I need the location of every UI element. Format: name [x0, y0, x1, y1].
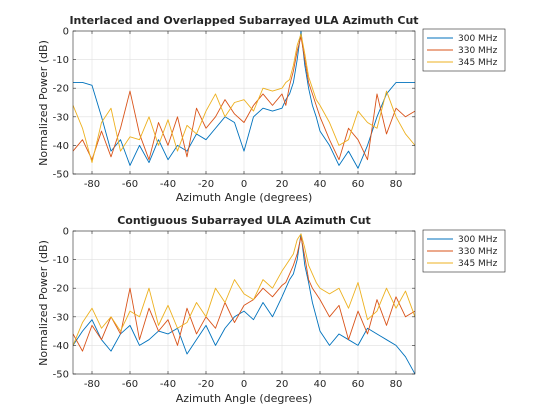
top-x-tick-label: -40 [160, 179, 176, 190]
top-x-tick-label: 60 [352, 179, 365, 190]
top-x-tick-label: -60 [122, 179, 138, 190]
bottom-x-axis-label: Azimuth Angle (degrees) [176, 392, 313, 405]
top-legend-entry: 300 MHz [458, 34, 498, 44]
bottom-subplot: Contiguous Subarrayed ULA Azimuth Cut Az… [37, 214, 506, 405]
bottom-x-tick-label: -20 [198, 379, 214, 390]
top-x-tick-label: -80 [84, 179, 100, 190]
bottom-x-tick-label: -60 [122, 379, 138, 390]
top-y-tick-label: -20 [53, 84, 69, 95]
top-x-tick-label: 40 [314, 179, 327, 190]
bottom-x-tick-label: 0 [241, 379, 247, 390]
bottom-x-tick-label: -80 [84, 379, 100, 390]
top-legend: 300 MHz 330 MHz 345 MHz [422, 28, 506, 72]
bottom-y-tick-label: 0 [63, 227, 69, 238]
bottom-series-line-330-mhz [73, 236, 415, 352]
top-y-tick-label: 0 [63, 27, 69, 38]
top-x-tick-label: 20 [276, 179, 289, 190]
bottom-legend: 300 MHz 330 MHz 345 MHz [422, 229, 506, 273]
top-y-tick-label: -10 [53, 55, 69, 66]
bottom-x-tick-label: -40 [160, 379, 176, 390]
top-chart-title: Interlaced and Overlapped Subarrayed ULA… [69, 14, 418, 27]
bottom-series-line-345-mhz [73, 233, 415, 346]
bottom-y-tick-label: -20 [53, 284, 69, 295]
bottom-legend-entry: 345 MHz [458, 259, 498, 269]
bottom-y-tick-label: -30 [53, 312, 69, 323]
top-subplot: Interlaced and Overlapped Subarrayed ULA… [37, 14, 506, 204]
bottom-y-tick-label: -10 [53, 255, 69, 266]
bottom-y-tick-label: -50 [53, 370, 69, 381]
top-x-tick-label: -20 [198, 179, 214, 190]
top-y-tick-label: -30 [53, 112, 69, 123]
bottom-x-tick-label: 20 [276, 379, 289, 390]
bottom-y-axis-label: Normalized Power (dB) [37, 240, 50, 366]
bottom-plot-area: -80 -60 -40 -20 0 20 40 60 80 0 -10 -20 -30 -40 -50 [53, 227, 416, 390]
top-x-axis-label: Azimuth Angle (degrees) [176, 191, 313, 204]
top-legend-entry: 345 MHz [458, 58, 498, 68]
bottom-x-tick-label: 80 [390, 379, 403, 390]
top-x-tick-label: 0 [241, 179, 247, 190]
top-legend-entry: 330 MHz [458, 46, 498, 56]
top-series-line-300-mhz [73, 31, 415, 169]
top-y-tick-label: -40 [53, 141, 69, 152]
bottom-x-tick-label: 40 [314, 379, 327, 390]
bottom-legend-entry: 300 MHz [458, 235, 498, 245]
top-plot-area: -80 -60 -40 -20 0 20 40 60 80 0 -10 -20 -30 -40 -50 [53, 27, 416, 190]
bottom-legend-entry: 330 MHz [458, 247, 498, 257]
bottom-x-tick-label: 60 [352, 379, 365, 390]
top-series-line-345-mhz [73, 33, 415, 164]
top-y-tick-label: -50 [53, 170, 69, 181]
top-x-tick-label: 80 [390, 179, 403, 190]
bottom-y-tick-label: -40 [53, 341, 69, 352]
top-y-axis-label: Normalized Power (dB) [37, 40, 50, 166]
top-series-line-330-mhz [73, 36, 415, 161]
bottom-chart-title: Contiguous Subarrayed ULA Azimuth Cut [117, 214, 371, 227]
